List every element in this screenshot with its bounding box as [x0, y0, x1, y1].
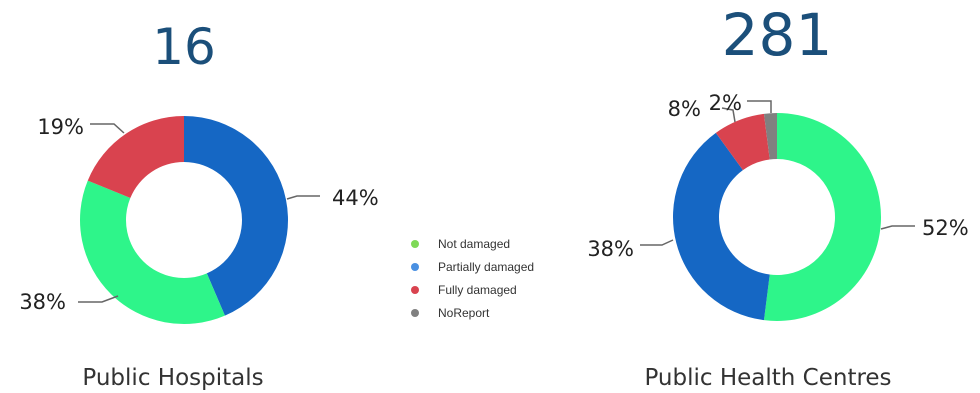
health-centres-data-label-fully-damaged: 8%: [668, 97, 701, 121]
legend-swatch-not-damaged: [411, 240, 419, 248]
legend-item-fully-damaged: Fully damaged: [411, 283, 517, 297]
legend-item-no-report: NoReport: [411, 306, 490, 320]
health-centres-data-label-partially-damaged: 38%: [587, 237, 634, 261]
health-centres-leader-line-fully-damaged: [721, 107, 736, 123]
hospitals-data-label-fully-damaged: 19%: [37, 115, 84, 139]
health-centres-data-label-noreport: 2%: [709, 91, 742, 115]
hospitals-slice-not-damaged[interactable]: [80, 180, 225, 325]
hospitals-title: Public Hospitals: [82, 365, 263, 391]
hospitals-chart: 16 44% 38% 19% Public Hospitals: [19, 18, 378, 391]
hospitals-slice-partially-damaged[interactable]: [184, 116, 288, 316]
health-centres-slice-fully-damaged[interactable]: [715, 113, 770, 171]
health-centres-leader-line-noreport: [747, 100, 772, 113]
health-centres-data-label-not-damaged: 52%: [922, 216, 969, 240]
health-centres-slice-noreport[interactable]: [763, 113, 777, 160]
health-centres-slice-partially-damaged[interactable]: [673, 132, 770, 321]
hospitals-leader-line-partially-damaged: [286, 195, 320, 200]
health-centres-donut: [673, 113, 881, 321]
hospitals-leader-line-not-damaged: [78, 295, 119, 303]
health-centres-title: Public Health Centres: [644, 365, 891, 391]
hospitals-total: 16: [152, 18, 216, 76]
legend-label-not-damaged: Not damaged: [438, 237, 510, 251]
health-centres-leader-line-partially-damaged: [640, 239, 674, 246]
hospitals-leader-line-fully-damaged: [90, 123, 125, 134]
health-centres-leader-line-not-damaged: [880, 225, 915, 230]
hospitals-donut: [80, 116, 288, 325]
legend-swatch-no-report: [411, 309, 419, 317]
legend-item-partially-damaged: Partially damaged: [411, 260, 534, 274]
legend-label-no-report: NoReport: [438, 306, 490, 320]
health-centres-total: 281: [722, 1, 833, 69]
legend-swatch-fully-damaged: [411, 286, 419, 294]
legend: Not damaged Partially damaged Fully dama…: [411, 237, 534, 320]
hospitals-slice-labels: 44% 38% 19%: [19, 115, 378, 314]
health-centres-chart: 281 52% 38% 8% 2% Public Health Centres: [587, 1, 968, 391]
hospitals-slice-fully-damaged[interactable]: [87, 116, 184, 199]
health-centres-slice-not-damaged[interactable]: [763, 113, 881, 321]
hospitals-data-label-not-damaged: 38%: [19, 290, 66, 314]
hospitals-data-label-partially-damaged: 44%: [332, 186, 379, 210]
legend-label-partially-damaged: Partially damaged: [438, 260, 534, 274]
legend-label-fully-damaged: Fully damaged: [438, 283, 517, 297]
legend-item-not-damaged: Not damaged: [411, 237, 510, 251]
health-centres-slice-labels: 52% 38% 8% 2%: [587, 91, 968, 261]
legend-swatch-partially-damaged: [411, 263, 419, 271]
